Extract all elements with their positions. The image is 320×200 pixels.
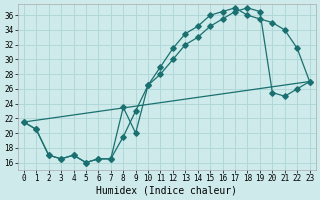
X-axis label: Humidex (Indice chaleur): Humidex (Indice chaleur) bbox=[96, 186, 237, 196]
